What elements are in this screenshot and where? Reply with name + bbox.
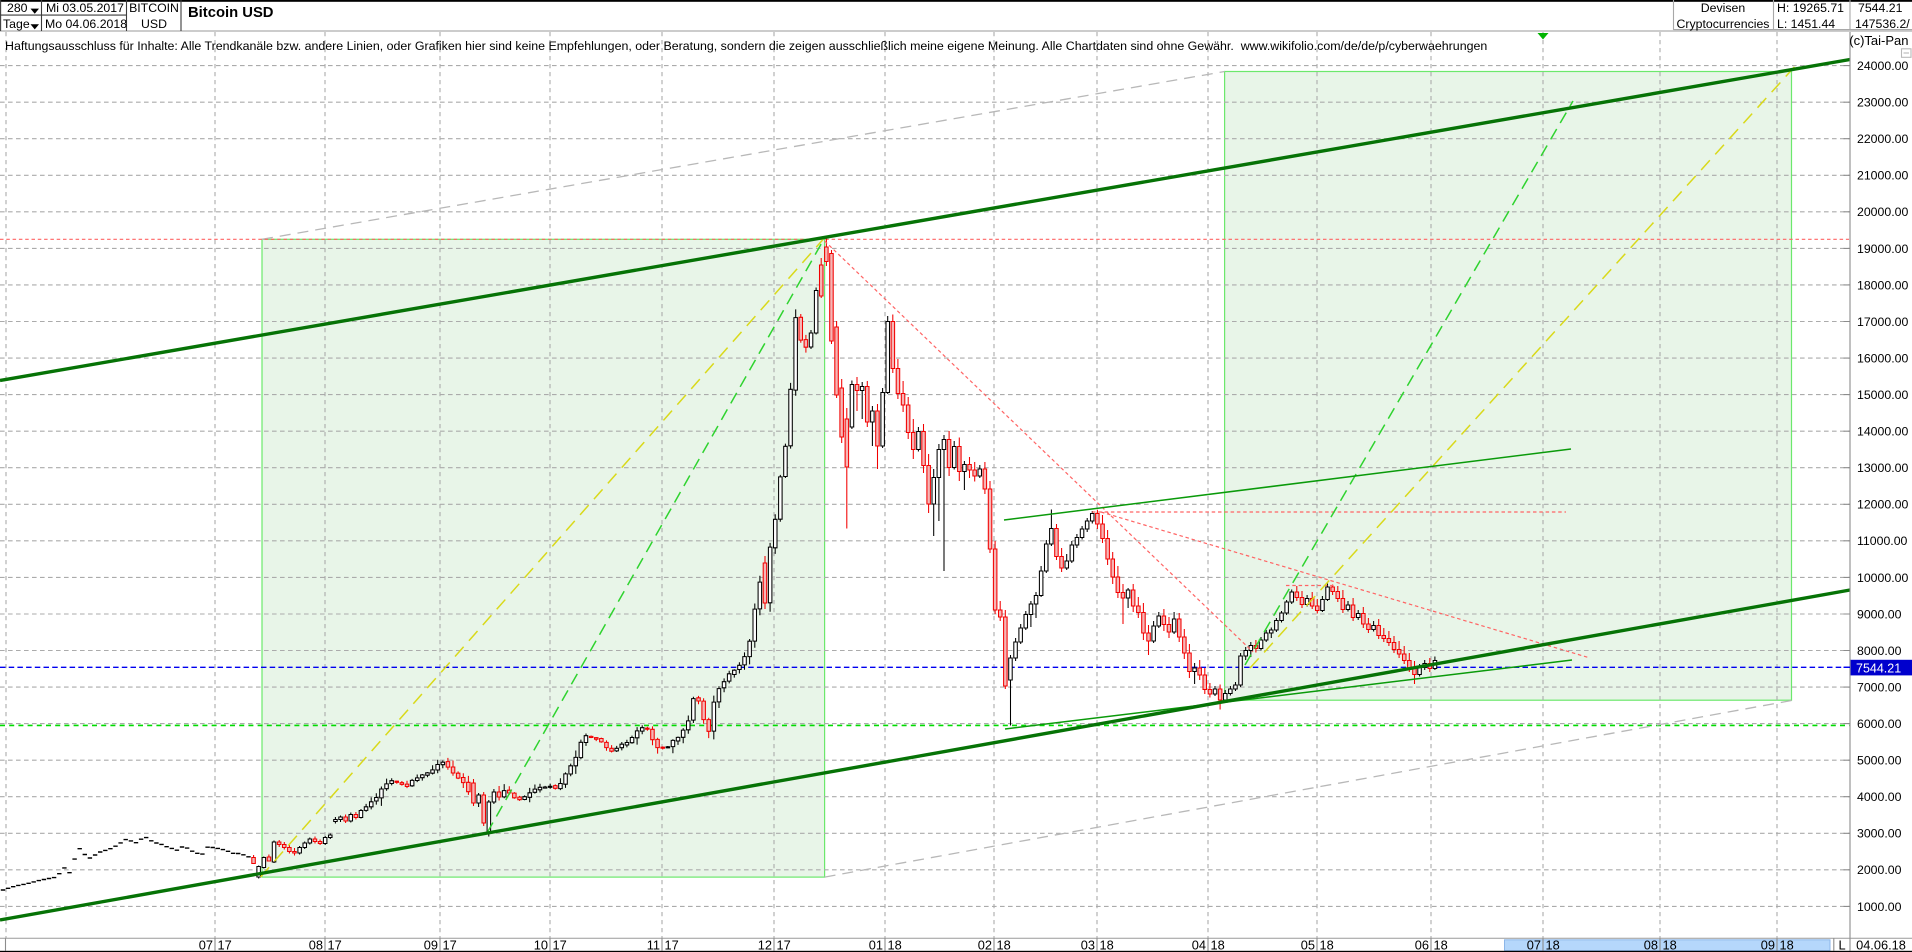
svg-text:4000.00: 4000.00 [1857, 790, 1902, 804]
svg-text:Tage: Tage [3, 17, 30, 31]
svg-text:24000.00: 24000.00 [1857, 59, 1908, 73]
svg-text:23000.00: 23000.00 [1857, 96, 1908, 110]
svg-text:11: 11 [647, 937, 660, 952]
svg-text:Mo 04.06.2018: Mo 04.06.2018 [45, 17, 127, 31]
svg-text:18: 18 [1663, 937, 1677, 952]
svg-text:18: 18 [1211, 937, 1225, 952]
svg-text:147536.2/: 147536.2/ [1855, 17, 1910, 31]
svg-text:5000.00: 5000.00 [1857, 754, 1902, 768]
svg-text:9000.00: 9000.00 [1857, 607, 1902, 621]
svg-text:07: 07 [1527, 937, 1541, 952]
svg-text:3000.00: 3000.00 [1857, 827, 1902, 841]
svg-text:03: 03 [1081, 937, 1095, 952]
svg-text:18: 18 [1320, 937, 1334, 952]
svg-text:17: 17 [553, 937, 567, 952]
svg-text:Cryptocurrencies: Cryptocurrencies [1677, 17, 1770, 31]
svg-text:04.06.18: 04.06.18 [1856, 937, 1906, 952]
svg-text:7544.21: 7544.21 [1856, 661, 1901, 675]
svg-text:Bitcoin USD: Bitcoin USD [188, 5, 274, 21]
svg-text:17: 17 [443, 937, 457, 952]
svg-text:8000.00: 8000.00 [1857, 644, 1902, 658]
svg-text:280: 280 [7, 1, 28, 15]
svg-text:06: 06 [1415, 937, 1429, 952]
svg-text:Haftungsausschluss für Inhalte: Haftungsausschluss für Inhalte: Alle Tre… [5, 39, 1487, 53]
svg-text:18000.00: 18000.00 [1857, 278, 1908, 292]
svg-text:18: 18 [1780, 937, 1794, 952]
svg-text:08: 08 [309, 937, 323, 952]
svg-text:18: 18 [997, 937, 1011, 952]
svg-text:12000.00: 12000.00 [1857, 498, 1908, 512]
svg-text:17: 17 [328, 937, 342, 952]
svg-text:16000.00: 16000.00 [1857, 352, 1908, 366]
svg-text:21000.00: 21000.00 [1857, 169, 1908, 183]
svg-text:09: 09 [424, 937, 438, 952]
svg-text:08: 08 [1644, 937, 1658, 952]
svg-text:09: 09 [1761, 937, 1775, 952]
svg-text:10: 10 [534, 937, 548, 952]
svg-text:18: 18 [888, 937, 902, 952]
svg-text:13000.00: 13000.00 [1857, 461, 1908, 475]
svg-text:01: 01 [869, 937, 883, 952]
svg-text:11000.00: 11000.00 [1857, 534, 1908, 548]
svg-text:15000.00: 15000.00 [1857, 388, 1908, 402]
svg-text:07: 07 [199, 937, 213, 952]
svg-text:6000.00: 6000.00 [1857, 717, 1902, 731]
svg-text:Mi 03.05.2017: Mi 03.05.2017 [46, 1, 124, 15]
svg-text:17000.00: 17000.00 [1857, 315, 1908, 329]
svg-text:17: 17 [218, 937, 232, 952]
svg-text:L: 1451.44: L: 1451.44 [1777, 17, 1835, 31]
svg-text:17: 17 [777, 937, 791, 952]
svg-text:17: 17 [665, 937, 679, 952]
svg-text:BITCOIN: BITCOIN [129, 1, 179, 15]
svg-text:Devisen: Devisen [1701, 1, 1746, 15]
svg-text:10000.00: 10000.00 [1857, 571, 1908, 585]
svg-text:20000.00: 20000.00 [1857, 205, 1908, 219]
svg-text:7000.00: 7000.00 [1857, 681, 1902, 695]
svg-text:H: 19265.71: H: 19265.71 [1777, 1, 1844, 15]
svg-text:18: 18 [1434, 937, 1448, 952]
svg-text:19000.00: 19000.00 [1857, 242, 1908, 256]
svg-text:05: 05 [1301, 937, 1315, 952]
svg-text:02: 02 [978, 937, 992, 952]
svg-text:12: 12 [758, 937, 772, 952]
svg-text:04: 04 [1192, 937, 1206, 952]
svg-text:18: 18 [1546, 937, 1560, 952]
svg-text:2000.00: 2000.00 [1857, 863, 1902, 877]
svg-text:L: L [1839, 937, 1846, 952]
svg-text:22000.00: 22000.00 [1857, 132, 1908, 146]
svg-text:(c)Tai-Pan: (c)Tai-Pan [1849, 33, 1908, 48]
svg-text:1000.00: 1000.00 [1857, 900, 1902, 914]
svg-text:14000.00: 14000.00 [1857, 425, 1908, 439]
svg-text:18: 18 [1100, 937, 1114, 952]
svg-text:USD: USD [141, 17, 167, 31]
svg-text:7544.21: 7544.21 [1858, 1, 1903, 15]
